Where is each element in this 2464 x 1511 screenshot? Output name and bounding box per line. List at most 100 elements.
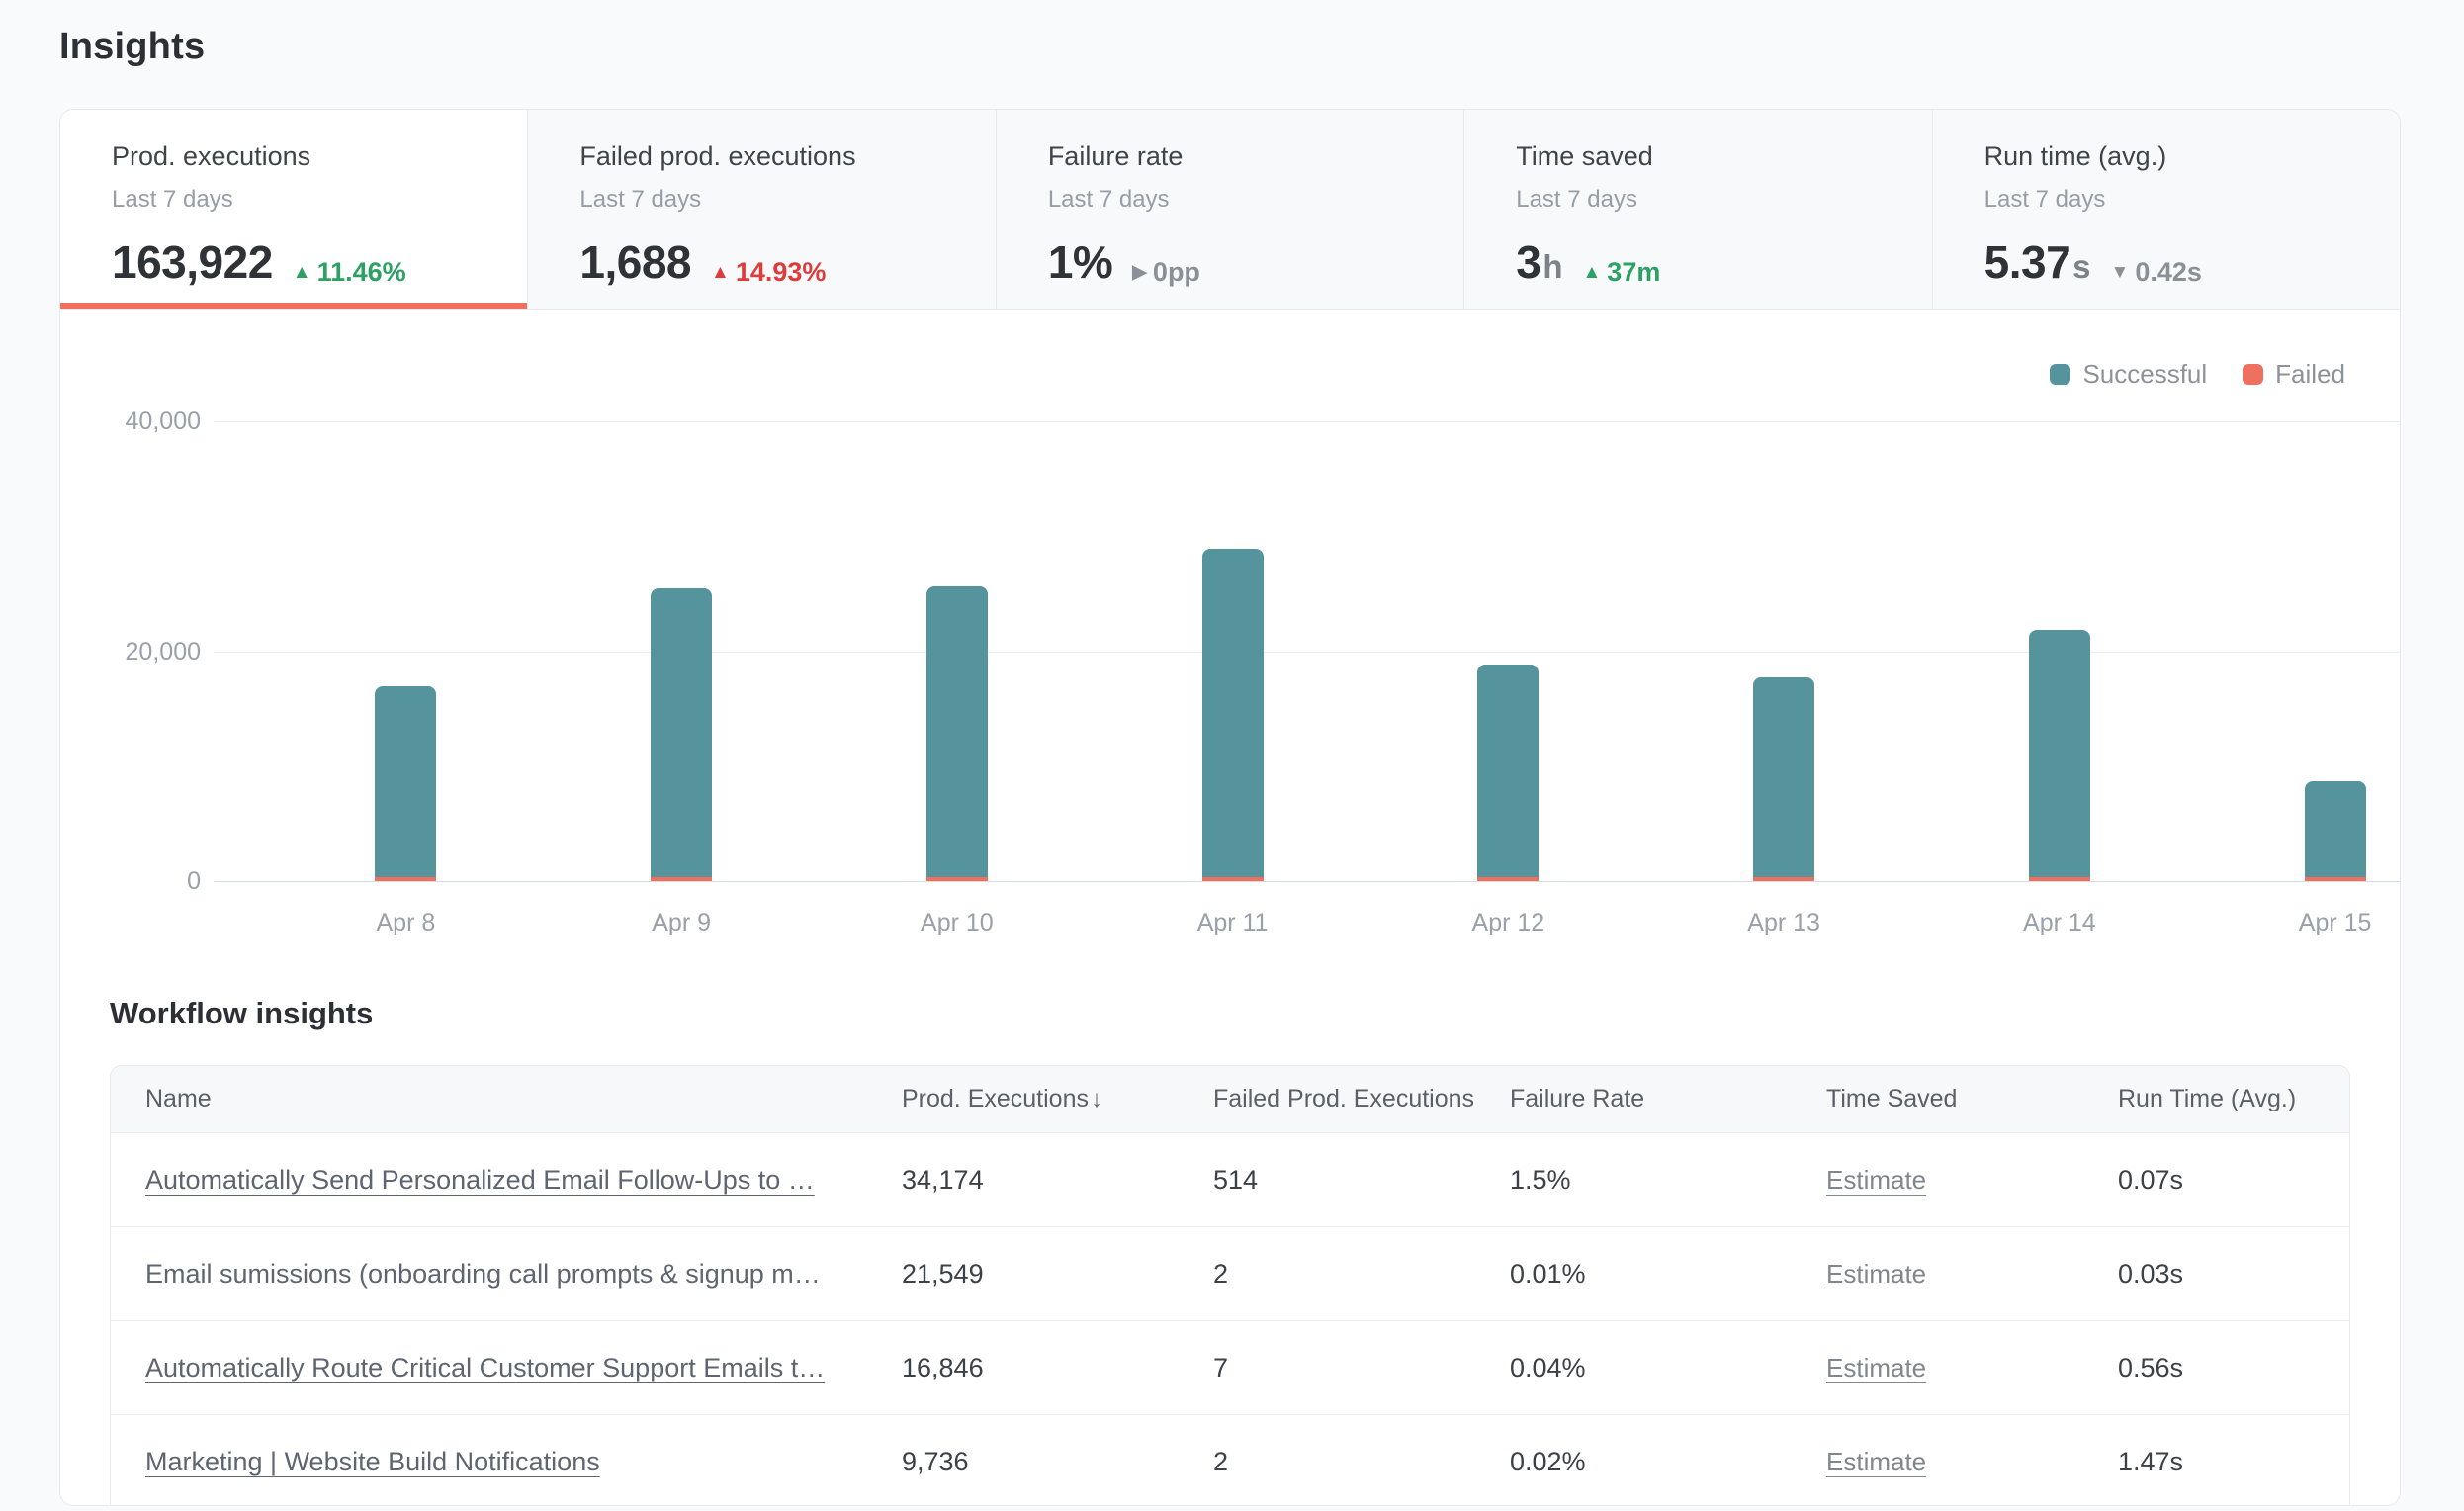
bar-group-apr-12 bbox=[1370, 421, 1646, 881]
table-row: Email sumissions (onboarding call prompt… bbox=[111, 1227, 2349, 1321]
workflow-name-link[interactable]: Marketing | Website Build Notifications bbox=[145, 1447, 600, 1476]
bar-apr-13 bbox=[1753, 677, 1814, 881]
estimate-link[interactable]: Estimate bbox=[1826, 1447, 1926, 1476]
bar-successful-segment bbox=[2029, 630, 2090, 877]
stat-card-delta-value: 0pp bbox=[1153, 257, 1200, 288]
stat-card-delta-value: 37m bbox=[1607, 257, 1660, 288]
stat-card-failed-prod-executions[interactable]: Failed prod. executionsLast 7 days1,688▲… bbox=[528, 110, 996, 309]
bar-failed-segment bbox=[651, 877, 712, 881]
stat-card-value: 1% bbox=[1048, 235, 1112, 289]
stat-card-title: Time saved bbox=[1516, 141, 1911, 172]
bar-failed-segment bbox=[375, 877, 436, 881]
chart-legend: Successful Failed bbox=[2050, 359, 2345, 390]
column-header-prod-executions[interactable]: Prod. Executions↓ bbox=[902, 1085, 1213, 1113]
workflow-name-cell: Email sumissions (onboarding call prompt… bbox=[111, 1259, 902, 1289]
stat-card-value: 3 bbox=[1516, 235, 1540, 289]
stat-card-time-saved[interactable]: Time savedLast 7 days3h▲37m bbox=[1464, 110, 1932, 309]
bar-group-apr-9 bbox=[544, 421, 820, 881]
stat-card-value-row: 1% ▶0pp bbox=[1048, 235, 1444, 289]
column-header-label: Name bbox=[145, 1085, 212, 1112]
stat-card-unit: s bbox=[2072, 248, 2090, 286]
x-tick-apr-14: Apr 14 bbox=[1922, 909, 2198, 937]
stat-card-delta: ▲ 37m bbox=[1582, 257, 1660, 288]
bar-successful-segment bbox=[1753, 677, 1814, 877]
workflow-name-link[interactable]: Automatically Send Personalized Email Fo… bbox=[145, 1165, 815, 1195]
table-row: Marketing | Website Build Notifications 9… bbox=[111, 1415, 2349, 1506]
run-time-avg-cell: 1.47s bbox=[2118, 1447, 2349, 1477]
bar-group-apr-10 bbox=[820, 421, 1096, 881]
column-header-run-time-avg[interactable]: Run Time (Avg.) bbox=[2118, 1085, 2349, 1113]
legend-item-successful[interactable]: Successful bbox=[2050, 359, 2207, 390]
x-axis-line bbox=[214, 881, 2401, 882]
bar-failed-segment bbox=[2305, 877, 2366, 881]
x-tick-apr-11: Apr 11 bbox=[1095, 909, 1370, 937]
trend-up-icon: ▲ bbox=[1582, 263, 1601, 282]
y-tick-20000: 20,000 bbox=[70, 638, 201, 667]
bar-failed-segment bbox=[2029, 877, 2090, 881]
column-header-label: Failure Rate bbox=[1510, 1085, 1644, 1112]
bar-failed-segment bbox=[1477, 877, 1539, 881]
x-tick-apr-8: Apr 8 bbox=[268, 909, 544, 937]
estimate-link[interactable]: Estimate bbox=[1826, 1165, 1926, 1195]
estimate-link[interactable]: Estimate bbox=[1826, 1353, 1926, 1382]
stat-card-value: 1,688 bbox=[579, 235, 691, 289]
legend-item-failed[interactable]: Failed bbox=[2243, 359, 2345, 390]
stat-card-value-row: 1,688▲14.93% bbox=[579, 235, 975, 289]
bar-apr-11 bbox=[1202, 549, 1264, 882]
column-header-time-saved[interactable]: Time Saved bbox=[1826, 1085, 2118, 1113]
prod-executions-cell: 34,174 bbox=[902, 1165, 1213, 1196]
stat-card-delta: ▶0pp bbox=[1132, 257, 1200, 288]
trend-up-icon: ▲ bbox=[293, 263, 311, 282]
table-row: Automatically Route Critical Customer Su… bbox=[111, 1321, 2349, 1415]
bar-apr-14 bbox=[2029, 630, 2090, 881]
x-tick-apr-9: Apr 9 bbox=[544, 909, 820, 937]
prod-executions-cell: 9,736 bbox=[902, 1447, 1213, 1477]
workflow-name-cell: Automatically Send Personalized Email Fo… bbox=[111, 1165, 902, 1196]
bar-apr-15 bbox=[2305, 781, 2366, 881]
workflow-name-link[interactable]: Automatically Route Critical Customer Su… bbox=[145, 1353, 825, 1382]
bar-apr-10 bbox=[926, 586, 988, 881]
column-header-failure-rate[interactable]: Failure Rate bbox=[1510, 1085, 1826, 1113]
failed-prod-executions-cell: 514 bbox=[1213, 1165, 1510, 1196]
x-tick-apr-15: Apr 15 bbox=[2197, 909, 2401, 937]
stat-card-title: Failure rate bbox=[1048, 141, 1444, 172]
run-time-avg-cell: 0.07s bbox=[2118, 1165, 2349, 1196]
stat-card-run-time-avg[interactable]: Run time (avg.)Last 7 days5.37s▼0.42s bbox=[1933, 110, 2400, 309]
estimate-link[interactable]: Estimate bbox=[1826, 1259, 1926, 1289]
x-tick-apr-12: Apr 12 bbox=[1370, 909, 1646, 937]
stat-card-period: Last 7 days bbox=[1048, 186, 1444, 214]
page-title: Insights bbox=[59, 26, 205, 68]
stat-card-value-row: 163,922▲11.46% bbox=[112, 235, 507, 289]
x-tick-apr-13: Apr 13 bbox=[1646, 909, 1922, 937]
stat-card-delta-value: 11.46% bbox=[317, 257, 406, 288]
column-header-failed-prod-executions[interactable]: Failed Prod. Executions bbox=[1213, 1085, 1510, 1113]
bar-apr-12 bbox=[1477, 665, 1539, 881]
stat-card-prod-executions[interactable]: Prod. executionsLast 7 days163,922▲11.46… bbox=[60, 110, 528, 309]
stat-card-failure-rate[interactable]: Failure rate Last 7 days 1% ▶0pp bbox=[997, 110, 1464, 309]
failed-prod-executions-cell: 7 bbox=[1213, 1353, 1510, 1383]
failure-rate-cell: 0.02% bbox=[1510, 1447, 1826, 1477]
prod-executions-cell: 16,846 bbox=[902, 1353, 1213, 1383]
bar-group-apr-11 bbox=[1095, 421, 1370, 881]
column-header-name[interactable]: Name bbox=[111, 1085, 902, 1113]
stat-cards: Prod. executionsLast 7 days163,922▲11.46… bbox=[60, 110, 2400, 310]
workflow-name-link[interactable]: Email sumissions (onboarding call prompt… bbox=[145, 1259, 821, 1289]
failed-prod-executions-cell: 2 bbox=[1213, 1447, 1510, 1477]
bar-failed-segment bbox=[926, 877, 988, 881]
bar-group-apr-14 bbox=[1922, 421, 2198, 881]
column-header-label: Prod. Executions bbox=[902, 1085, 1089, 1112]
legend-label: Failed bbox=[2275, 359, 2345, 390]
stat-card-title: Run time (avg.) bbox=[1984, 141, 2380, 172]
legend-swatch-failed bbox=[2243, 364, 2263, 385]
bar-successful-segment bbox=[375, 686, 436, 877]
selected-card-underline bbox=[60, 303, 527, 309]
time-saved-cell: Estimate bbox=[1826, 1353, 2118, 1383]
bar-successful-segment bbox=[651, 588, 712, 877]
stat-card-period: Last 7 days bbox=[112, 186, 507, 214]
workflow-name-cell: Automatically Route Critical Customer Su… bbox=[111, 1353, 902, 1383]
column-header-label: Failed Prod. Executions bbox=[1213, 1085, 1474, 1112]
y-tick-40000: 40,000 bbox=[70, 407, 201, 436]
x-tick-apr-10: Apr 10 bbox=[820, 909, 1096, 937]
executions-chart: SuccessfulFailed 40,000 20,000 0 Apr 8Ap… bbox=[60, 310, 2400, 952]
trend-down-icon: ▼ bbox=[2111, 263, 2130, 282]
